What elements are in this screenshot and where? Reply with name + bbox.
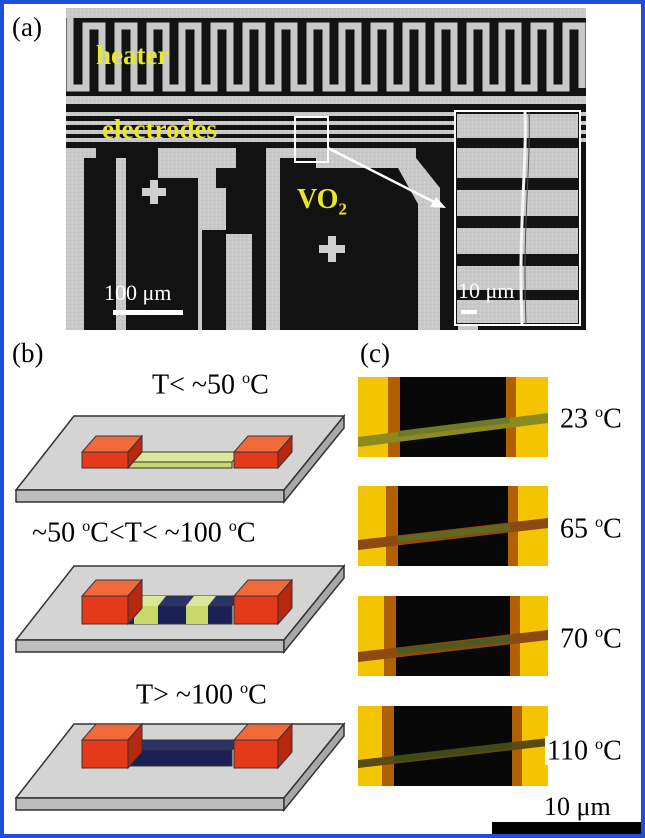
panel-b-label: (b)	[12, 338, 44, 368]
panel-a-label: (a)	[12, 12, 42, 42]
device-schematic-mixed	[14, 563, 346, 654]
panel-c-scalebar	[492, 822, 641, 834]
scalebar-inset-label: 10 μm	[458, 278, 515, 303]
sem-image	[66, 8, 586, 330]
condition-1-label: T< ~50 oC	[152, 369, 269, 401]
zoom-region-box	[294, 116, 329, 163]
sem-micrograph	[66, 8, 586, 330]
scalebar-main-label: 100 μm	[104, 280, 172, 305]
optical-image-65C	[358, 486, 548, 566]
condition-2-label: ~50 oC<T< ~100 oC	[32, 517, 256, 549]
inset-image	[454, 110, 581, 326]
scalebar-main	[113, 310, 183, 315]
temp-label-23C: 23 oC	[560, 403, 622, 435]
optical-image-70C	[358, 596, 548, 676]
panel-c-label: (c)	[360, 338, 390, 368]
temp-label-110C: 110 oC	[545, 735, 624, 767]
device-schematic-insulating	[14, 413, 346, 504]
device-schematic-metallic	[14, 721, 346, 812]
optical-image-110C	[358, 706, 548, 786]
zoom-arrow	[327, 146, 439, 206]
electrode-lines	[66, 112, 586, 142]
heater-label: heater	[96, 40, 170, 70]
heater-serpentine	[66, 18, 586, 92]
optical-image-23C	[358, 377, 548, 457]
vo2-label: VO2	[297, 184, 347, 219]
temp-label-70C: 70 oC	[560, 623, 622, 655]
condition-3-label: T> ~100 oC	[136, 679, 267, 711]
panel-c-scalebar-label: 10 μm	[544, 792, 611, 821]
electrodes-label: electrodes	[102, 114, 217, 144]
temp-label-65C: 65 oC	[560, 513, 622, 545]
alignment-marks	[142, 180, 345, 262]
